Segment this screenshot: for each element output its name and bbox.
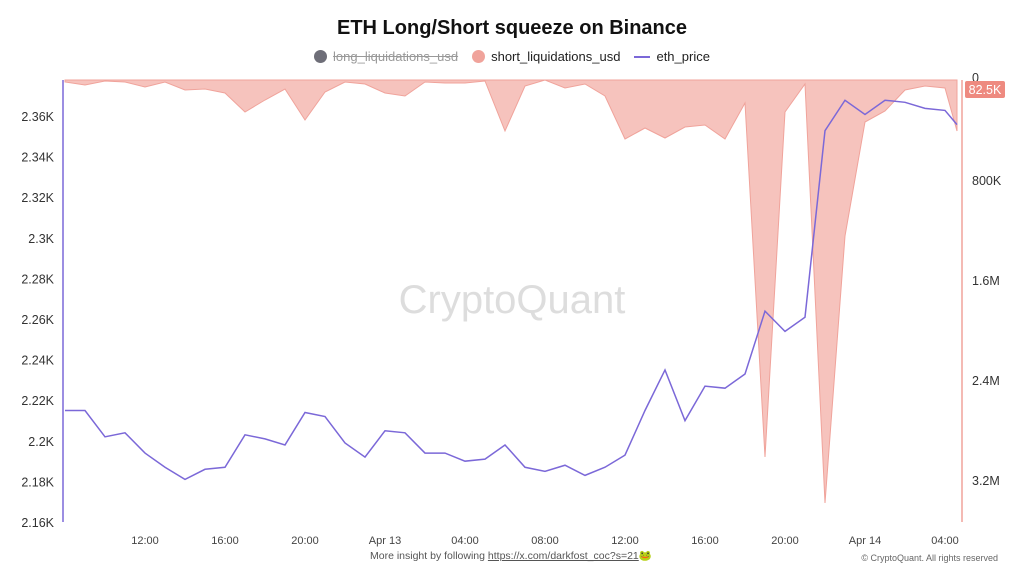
x-tick-label: 16:00 [211, 535, 239, 547]
x-tick-label: 12:00 [611, 535, 639, 547]
watermark: CryptoQuant [398, 278, 626, 322]
right-tick-label: 800K [972, 174, 1002, 188]
footer-text: More insight by following [370, 550, 488, 562]
legend-dot-icon [314, 50, 328, 63]
x-tick-label: 04:00 [931, 535, 959, 547]
left-tick-label: 2.2K [28, 435, 54, 449]
left-tick-label: 2.22K [21, 394, 54, 408]
x-tick-label: 16:00 [691, 535, 719, 547]
left-tick-label: 2.32K [21, 191, 54, 205]
legend-dot-icon [472, 50, 486, 63]
left-tick-label: 2.26K [21, 313, 54, 327]
left-tick-label: 2.24K [21, 354, 54, 368]
legend-label: short_liquidations_usd [491, 49, 621, 64]
x-tick-label: 08:00 [531, 535, 559, 547]
eth-price-line [65, 99, 958, 481]
legend-label: long_liquidations_usd [333, 49, 459, 64]
legend-item-short[interactable]: short_liquidations_usd [472, 49, 620, 64]
x-tick-label: 04:00 [451, 535, 479, 547]
footer: More insight by following https://x.com/… [370, 549, 652, 562]
frog-icon: 🐸 [638, 550, 652, 562]
left-tick-label: 2.3K [28, 232, 54, 246]
legend-line-icon [634, 55, 651, 58]
left-tick-label: 2.18K [21, 475, 54, 489]
left-tick-label: 2.28K [21, 272, 54, 286]
svg-text:82.5K: 82.5K [969, 83, 1002, 97]
right-tick-label: 0 [972, 71, 979, 85]
right-tick-label: 2.4M [972, 374, 1000, 388]
x-tick-label: Apr 14 [849, 535, 881, 547]
chart-title: ETH Long/Short squeeze on Binance [336, 17, 688, 39]
left-tick-label: 2.34K [21, 151, 54, 165]
left-tick-label: 2.36K [21, 110, 54, 124]
right-tick-label: 3.2M [972, 474, 1000, 488]
legend-item-price[interactable]: eth_price [634, 49, 710, 64]
footer-link[interactable]: https://x.com/darkfost_coc?s=21 [487, 550, 639, 562]
x-tick-label: Apr 13 [369, 535, 401, 547]
copyright: © CryptoQuant. All rights reserved [861, 553, 998, 563]
legend-item-long[interactable]: long_liquidations_usd [314, 49, 458, 64]
current-value-badge: 82.5K [965, 81, 1005, 98]
legend: long_liquidations_usd short_liquidations… [0, 49, 1024, 64]
x-tick-label: 20:00 [291, 535, 319, 547]
left-tick-label: 2.16K [21, 516, 54, 530]
x-tick-label: 20:00 [771, 535, 799, 547]
x-tick-label: 12:00 [131, 535, 159, 547]
legend-label: eth_price [656, 49, 710, 64]
right-tick-label: 1.6M [972, 274, 1000, 288]
